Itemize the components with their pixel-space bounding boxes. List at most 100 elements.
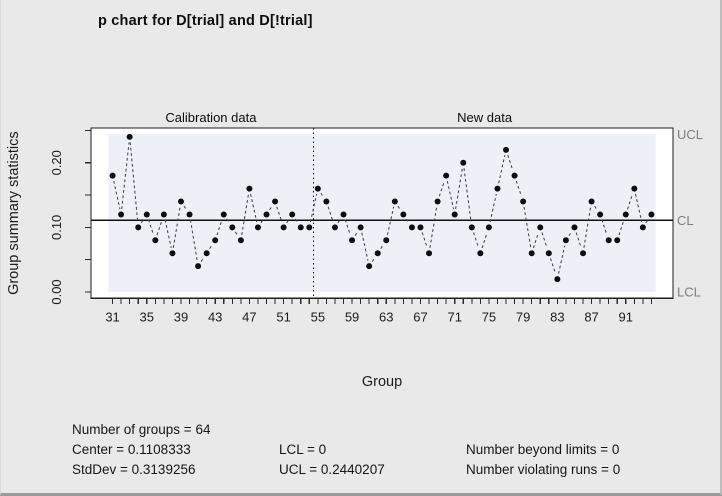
connector-line <box>156 219 163 236</box>
connector-line <box>498 155 506 184</box>
connector-line <box>260 218 264 224</box>
data-point <box>109 172 116 179</box>
data-point <box>357 224 364 231</box>
connector-line <box>183 205 187 211</box>
connector-line <box>568 231 572 236</box>
connector-line <box>129 142 139 222</box>
data-point <box>562 237 569 244</box>
data-point <box>571 224 578 231</box>
chart-title: p chart for D[trial] and D[!trial] <box>98 13 313 29</box>
data-point <box>648 211 655 218</box>
connector-line <box>354 231 358 236</box>
data-point <box>494 185 501 192</box>
data-point <box>537 224 544 231</box>
data-point <box>143 211 150 218</box>
stat-center: Center = 0.1108333 <box>72 442 191 457</box>
data-point <box>417 224 424 231</box>
data-point <box>639 224 646 231</box>
data-point <box>503 146 510 153</box>
data-point <box>545 250 552 257</box>
data-point <box>391 198 398 205</box>
stats-column-1: Number of groups = 64 Center = 0.1108333… <box>72 420 210 480</box>
connector-line <box>361 232 369 261</box>
data-point <box>597 211 604 218</box>
data-point <box>237 237 244 244</box>
data-point <box>118 211 125 218</box>
data-point <box>126 133 133 140</box>
connector-line <box>189 219 198 261</box>
connector-line <box>164 219 172 248</box>
data-point <box>408 224 415 231</box>
region-label-calibration: Calibration data <box>165 110 257 125</box>
plot-frame <box>90 127 674 300</box>
connector-line <box>320 192 324 198</box>
x-tick-label: 87 <box>584 309 598 324</box>
connector-line <box>386 206 395 236</box>
data-point <box>349 237 356 244</box>
connector-line <box>515 180 522 197</box>
data-point <box>177 198 184 205</box>
data-point <box>443 172 450 179</box>
x-axis-label: Group <box>362 374 402 390</box>
data-point <box>528 250 535 257</box>
connector-line <box>541 232 548 249</box>
x-tick-label: 55 <box>311 309 325 324</box>
data-point <box>246 185 253 192</box>
stats-column-2: LCL = 0 UCL = 0.2440207 <box>279 440 385 480</box>
data-point <box>135 224 142 231</box>
y-tick-label: 0.00 <box>49 279 64 304</box>
connector-line <box>286 218 290 224</box>
data-point <box>195 263 202 270</box>
data-point <box>426 250 433 257</box>
data-point <box>622 211 629 218</box>
connector-line <box>627 193 634 210</box>
y-axis-label: Group summary statistics <box>6 131 22 295</box>
data-point <box>297 224 304 231</box>
connector-line <box>113 180 121 210</box>
data-point <box>580 250 587 257</box>
stat-stddev: StdDev = 0.3139256 <box>72 462 196 477</box>
data-point <box>451 211 458 218</box>
connector-line <box>172 206 181 248</box>
cl-label: CL <box>677 213 694 228</box>
data-point <box>614 237 621 244</box>
data-point <box>554 276 561 283</box>
connector-line <box>209 244 213 249</box>
connector-line <box>421 232 428 249</box>
x-tick-label: 83 <box>550 309 564 324</box>
data-point <box>263 211 270 218</box>
connector-line <box>337 218 341 224</box>
connector-line <box>438 180 445 197</box>
x-tick-label: 79 <box>516 309 530 324</box>
connector-line <box>645 218 649 224</box>
connector-line <box>481 232 488 249</box>
data-point <box>511 172 518 179</box>
data-point <box>323 198 330 205</box>
data-point <box>605 237 612 244</box>
data-point <box>468 224 475 231</box>
connector-line <box>601 219 608 236</box>
connector-line <box>140 218 145 224</box>
connector-line <box>148 219 155 236</box>
data-point <box>340 211 347 218</box>
data-point <box>383 237 390 244</box>
stat-ucl: UCL = 0.2440207 <box>279 462 385 477</box>
connector-line <box>269 205 273 211</box>
data-point <box>331 224 338 231</box>
x-tick-label: 91 <box>619 309 633 324</box>
connector-line <box>327 206 334 223</box>
data-point <box>169 250 176 257</box>
data-point <box>186 211 193 218</box>
connector-line <box>523 206 532 248</box>
connector-line <box>507 154 514 171</box>
data-point <box>306 224 313 231</box>
x-tick-label: 31 <box>105 309 119 324</box>
data-point <box>631 185 638 192</box>
data-point <box>289 211 296 218</box>
data-point <box>588 198 595 205</box>
data-point <box>374 250 381 257</box>
connector-line <box>200 257 205 262</box>
data-point <box>460 159 467 166</box>
data-point <box>485 224 492 231</box>
